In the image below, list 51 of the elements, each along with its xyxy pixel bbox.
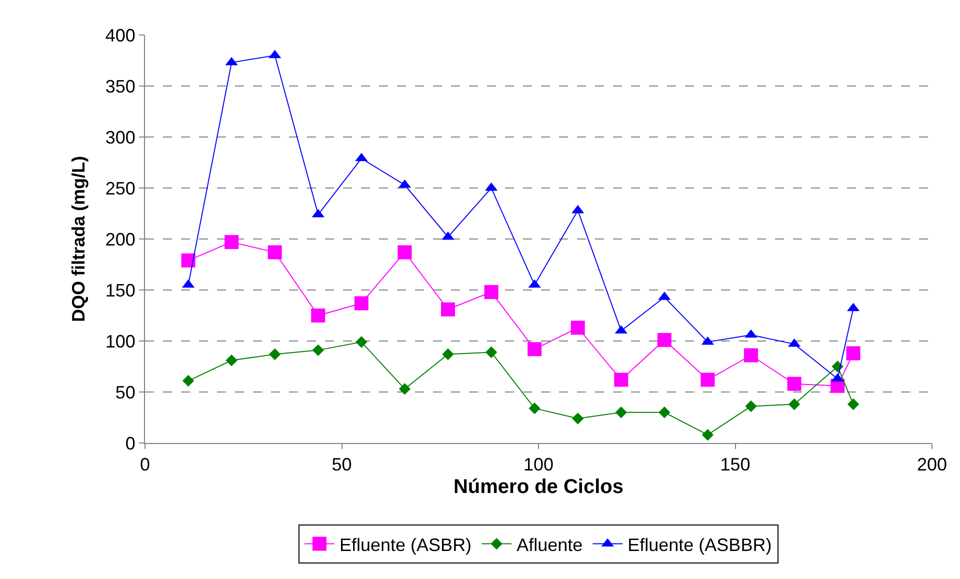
point [182, 374, 194, 387]
point [442, 348, 454, 360]
y-tick-label: 0 [125, 433, 136, 454]
point [224, 235, 239, 250]
legend-label: Efluente (ASBR) [340, 534, 472, 555]
y-tick-label: 350 [105, 76, 136, 96]
y-tick-label: 100 [105, 331, 136, 352]
point [572, 412, 584, 424]
x-tick-label: 0 [140, 454, 150, 475]
point [744, 348, 758, 362]
point [528, 402, 540, 414]
x-tick-label: 100 [523, 454, 554, 475]
x-axis-title: Número de Ciclos [453, 476, 624, 498]
point [788, 398, 800, 410]
x-tick-label: 150 [720, 454, 750, 475]
point [356, 336, 368, 348]
point [226, 354, 238, 366]
point [484, 285, 498, 300]
point [311, 308, 326, 322]
y-tick-label: 250 [105, 178, 136, 198]
point [398, 245, 412, 260]
point [615, 406, 627, 418]
point [700, 372, 715, 387]
point [657, 332, 672, 347]
point [528, 342, 542, 356]
point [398, 383, 411, 395]
y-tick-label: 200 [105, 229, 136, 250]
point [354, 296, 368, 310]
point [181, 253, 196, 268]
x-tick-label: 200 [916, 454, 948, 475]
point [312, 344, 324, 356]
legend-label: Efluente (ASBBR) [628, 534, 772, 555]
point [847, 398, 860, 410]
point [702, 428, 714, 441]
point [268, 245, 282, 260]
point [269, 348, 281, 360]
point [745, 400, 757, 412]
y-tick-label: 300 [105, 127, 136, 148]
y-tick-label: 400 [105, 25, 136, 46]
point [787, 376, 802, 391]
point [441, 302, 455, 316]
x-tick-label: 50 [332, 454, 352, 475]
y-tick-label: 150 [105, 280, 136, 300]
point [658, 406, 670, 418]
y-tick-label: 50 [115, 382, 136, 402]
legend-label: Afluente [516, 534, 583, 555]
point [846, 346, 860, 360]
y-axis-title: DQO filtrada (mg/L) [68, 156, 89, 322]
point [485, 346, 498, 358]
point [614, 372, 628, 387]
point [570, 320, 585, 335]
